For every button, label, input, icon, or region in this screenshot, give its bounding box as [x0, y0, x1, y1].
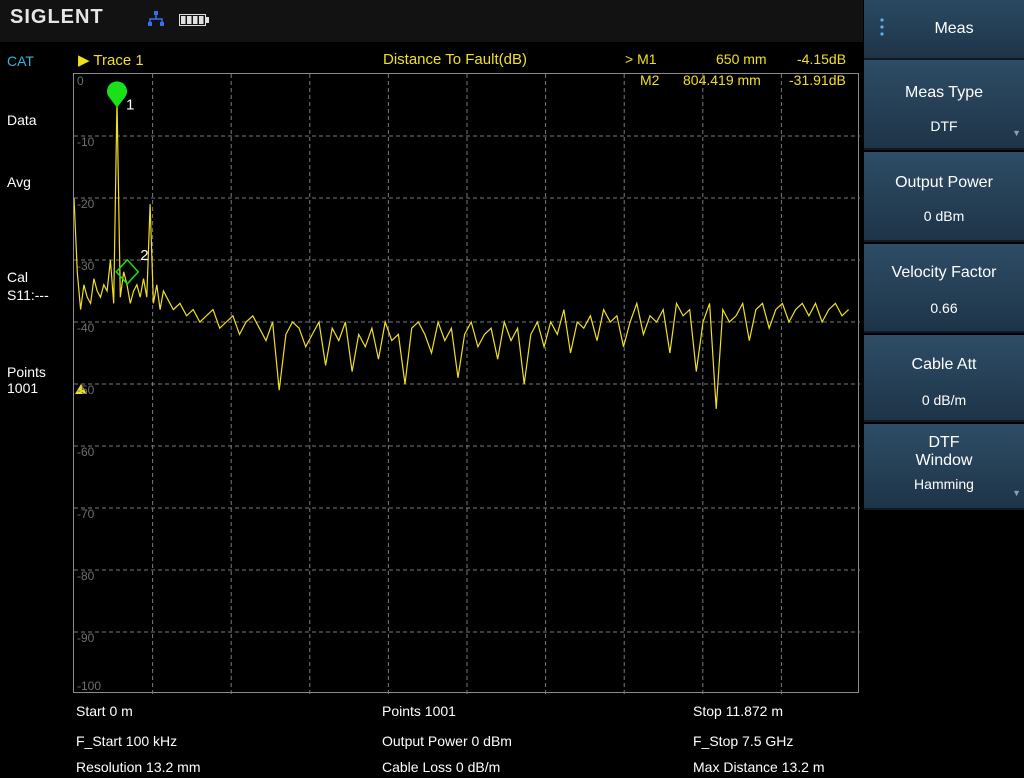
cable-loss-info: Cable Loss 0 dB/m	[382, 759, 501, 775]
y-tick-label: -90	[77, 631, 95, 645]
y-tick-label: -60	[77, 445, 95, 459]
reference-level-arrow-icon	[75, 384, 87, 394]
cal-indicator: Cal	[7, 269, 29, 285]
output-power-info: Output Power 0 dBm	[382, 733, 512, 749]
softkey-label: Output Power	[895, 174, 993, 191]
s11-indicator: S11:---	[7, 287, 49, 303]
max-distance: Max Distance 13.2 m	[693, 759, 825, 775]
softkey-value: 0 dBm	[923, 208, 965, 224]
start-distance: Start 0 m	[76, 703, 133, 719]
dtf-plot[interactable]: 0 -10 -20 -30 -40 -50 -60 -70 -80 -90 -100 1 2	[73, 73, 860, 694]
points-info: Points 1001	[382, 703, 456, 719]
marker-2-label: 2	[140, 247, 148, 264]
y-tick-label: -80	[77, 569, 95, 583]
marker-2-value: -31.91dB	[789, 72, 846, 88]
mode-indicator: CAT	[7, 53, 34, 69]
plot-title: Distance To Fault(dB)	[383, 51, 527, 68]
marker-2-name: M2	[640, 72, 660, 88]
softkey-label: Meas Type	[905, 84, 983, 101]
softkey-label: Velocity Factor	[891, 264, 997, 281]
softkey-label: Cable Att	[911, 356, 977, 373]
y-tick-label: -20	[77, 197, 95, 211]
points-label: Points	[7, 364, 46, 380]
softkey-panel: Meas Meas Type DTF ▼ Output Power 0 dBm …	[863, 0, 1024, 778]
network-icon	[148, 11, 164, 26]
marker-1-value: -4.15dB	[797, 51, 847, 67]
trace-1-line	[74, 99, 850, 409]
menu-title: Meas	[934, 20, 974, 37]
dropdown-arrow-icon: ▼	[1012, 128, 1021, 138]
dropdown-arrow-icon: ▼	[1012, 488, 1021, 498]
points-value: 1001	[7, 380, 39, 396]
softkey-cable-att[interactable]: Cable Att 0 dB/m	[864, 335, 1024, 422]
softkey-value: 0 dB/m	[921, 392, 967, 408]
softkey-output-power[interactable]: Output Power 0 dBm	[864, 152, 1024, 242]
marker-1-label: 1	[126, 97, 134, 114]
y-tick-label: -70	[77, 507, 95, 521]
softkey-meas-type[interactable]: Meas Type DTF ▼	[864, 60, 1024, 150]
marker-1-position: 650 mm	[716, 51, 767, 67]
menu-header[interactable]: Meas	[864, 0, 1024, 60]
marker-1-icon	[107, 81, 128, 108]
battery-icon	[179, 14, 209, 26]
brand-logo: SIGLENT	[10, 6, 104, 28]
softkey-velocity-factor[interactable]: Velocity Factor 0.66	[864, 244, 1024, 333]
avg-indicator: Avg	[7, 174, 31, 190]
marker-2-icon	[115, 258, 140, 285]
dtf-chart-svg: 0 -10 -20 -30 -40 -50 -60 -70 -80 -90 -100 1 2	[74, 74, 860, 694]
stop-frequency: F_Stop 7.5 GHz	[693, 733, 794, 749]
softkey-value: Hamming	[914, 476, 974, 492]
y-tick-label: -10	[77, 135, 95, 149]
resolution: Resolution 13.2 mm	[76, 759, 201, 775]
marker-1-name: > M1	[625, 51, 657, 67]
softkey-value: 0.66	[930, 300, 958, 316]
start-frequency: F_Start 100 kHz	[76, 733, 178, 749]
data-indicator: Data	[7, 112, 37, 128]
y-tick-label: -100	[77, 679, 101, 693]
softkey-value: DTF	[930, 118, 958, 134]
menu-dots-icon	[880, 18, 884, 36]
y-tick-label: -40	[77, 321, 95, 335]
trace-selector[interactable]: ▶ Trace 1	[78, 52, 144, 69]
y-tick-label: -30	[77, 259, 95, 273]
y-tick-label: 0	[77, 74, 84, 88]
softkey-label: DTF Window	[915, 434, 973, 469]
softkey-dtf-window[interactable]: DTF Window Hamming ▼	[864, 424, 1024, 510]
y-tick-label: -50	[77, 383, 95, 397]
top-status-bar: SIGLENT	[0, 0, 863, 42]
stop-distance: Stop 11.872 m	[693, 703, 784, 719]
